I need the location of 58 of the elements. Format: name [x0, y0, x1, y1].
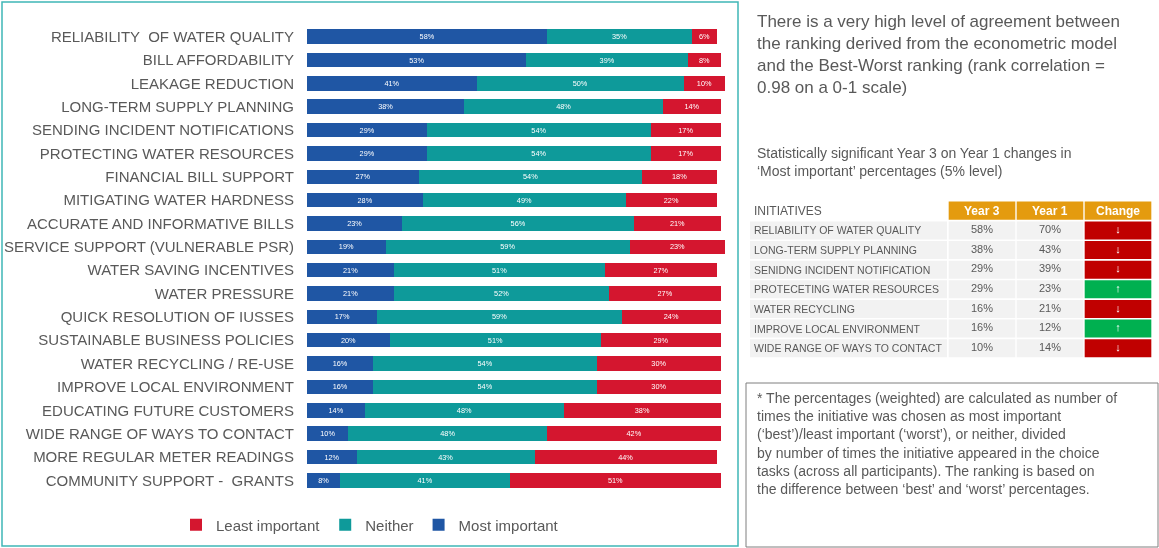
legend-label: Least important [216, 516, 321, 534]
category-label: LONG-TERM SUPPLY PLANNING [754, 244, 917, 256]
text: 29% [970, 282, 994, 295]
y-tick-label: MITIGATING WATER HARDNESS [63, 191, 294, 209]
y-tick-label: LONG-TERM SUPPLY PLANNING [61, 97, 294, 115]
y-tick-label: FINANCIAL BILL SUPPORT [105, 168, 294, 186]
category-label: Year 3 [964, 204, 1000, 218]
text: ↓ [1115, 262, 1121, 275]
text: ↓ [1115, 242, 1121, 255]
text: ↓ [1115, 223, 1121, 236]
y-tick-label: SERVICE SUPPORT (VULNERABLE PSR) [3, 238, 294, 256]
y-tick-label: MORE REGULAR METER READINGS [33, 448, 294, 466]
legend-label: Neither [365, 516, 414, 534]
y-tick-label: PROTECTING WATER RESOURCES [39, 144, 294, 162]
y-tick-label: WIDE RANGE OF WAYS TO CONTACT [25, 424, 294, 442]
category-label: IMPROVE LOCAL ENVIRONMENT [754, 323, 920, 335]
text: 12% [1038, 321, 1062, 334]
y-tick-label: RELIABILITY OF WATER QUALITY [50, 27, 294, 45]
y-tick-label: WATER SAVING INCENTIVES [87, 261, 294, 279]
category-label: PROTECETING WATER RESOURCES [754, 283, 939, 295]
text: INITIATIVES [754, 204, 822, 218]
category-label: Year 1 [1032, 204, 1068, 218]
text: 39% [1038, 262, 1062, 275]
category-label: RELIABILITY OF WATER QUALITY [754, 224, 922, 236]
text: ↓ [1115, 301, 1121, 314]
category-label: WIDE RANGE OF WAYS TO CONTACT [754, 342, 942, 354]
y-tick-label: EDUCATING FUTURE CUSTOMERS [42, 401, 294, 419]
category-label: WATER RECYCLING [754, 303, 855, 315]
legend-label: Most important [458, 516, 559, 534]
text: 70% [1038, 223, 1062, 236]
y-tick-label: SUSTAINABLE BUSINESS POLICIES [38, 331, 294, 349]
text: 43% [1038, 242, 1062, 255]
y-tick-label: LEAKAGE REDUCTION [130, 74, 294, 92]
text: 23% [1038, 282, 1062, 295]
text: 29% [970, 262, 994, 275]
text: Statistically significant Year 3 on Year 1 changes in ‘Most important’ percentages (5% level) [757, 145, 1072, 180]
text: 10% [970, 340, 994, 353]
text: 16% [970, 301, 994, 314]
y-tick-label: COMMUNITY SUPPORT - GRANTS [45, 471, 294, 489]
text: There is a very high level of agreement between the ranking derived from the econometric model and the Best-Worst ranking (rank correlation = 0.98 on a 0-1 scale) [757, 12, 1120, 98]
y-tick-label: BILL AFFORDABILITY [142, 51, 294, 69]
category-label: SENIDNG INCIDENT NOTIFICATION [754, 264, 931, 276]
y-tick-label: IMPROVE LOCAL ENVIRONMENT [57, 378, 294, 396]
text: ↑ [1115, 282, 1121, 295]
y-tick-label: QUICK RESOLUTION OF IUSSES [60, 308, 294, 326]
text: 58% [970, 223, 994, 236]
text: 14% [1038, 340, 1062, 353]
category-label: Change [1096, 204, 1141, 218]
y-tick-label: WATER RECYCLING / RE-USE [80, 354, 294, 372]
text: * The percentages (weighted) are calculated as number of times the initiative was chosen as most important (‘best’)/least important (‘worst’), or neither, divided by number of times the initiative appeared in the choice tasks (across all participants). The ranking is based on the difference between ‘best’ and ‘worst’ percentages. [757, 390, 1118, 497]
text: ↓ [1115, 340, 1121, 353]
text: 16% [970, 321, 994, 334]
y-tick-label: WATER PRESSURE [154, 284, 294, 302]
text: ↑ [1115, 321, 1121, 334]
y-tick-label: SENDING INCIDENT NOTIFICATIONS [32, 121, 294, 139]
text: 21% [1038, 301, 1062, 314]
y-tick-label: ACCURATE AND INFORMATIVE BILLS [27, 214, 294, 232]
text: 38% [970, 242, 994, 255]
